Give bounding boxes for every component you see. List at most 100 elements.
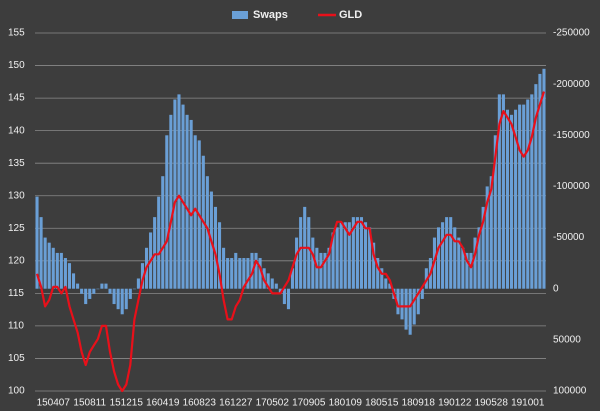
x-tick-label: 150811 <box>73 398 106 409</box>
y2-tick-label: -100000 <box>553 181 590 192</box>
bar <box>331 232 335 289</box>
bar <box>416 288 420 315</box>
bar <box>226 258 230 289</box>
bar <box>290 268 295 289</box>
bar <box>238 258 242 289</box>
y-tick-label: 110 <box>8 321 24 332</box>
bar <box>213 206 218 289</box>
legend-label: GLD <box>339 9 362 21</box>
y2-tick-label: -150000 <box>553 130 590 141</box>
x-tick-label: 170502 <box>256 398 290 409</box>
x-tick-label: 180515 <box>365 398 399 409</box>
bar <box>120 288 124 315</box>
x-tick-label: 150407 <box>37 398 71 409</box>
bar <box>270 278 274 289</box>
bar <box>181 104 185 289</box>
bar <box>230 258 234 289</box>
x-tick-label: 170905 <box>292 398 326 409</box>
bar <box>76 283 80 289</box>
bar <box>124 288 128 310</box>
y-tick-label: 135 <box>8 158 25 169</box>
bar <box>441 222 445 289</box>
bar <box>351 217 355 289</box>
bar <box>242 258 246 289</box>
bar <box>96 288 100 290</box>
bar <box>136 278 140 289</box>
line <box>35 91 546 393</box>
bar <box>108 288 112 294</box>
bar <box>189 119 193 289</box>
bar <box>157 196 161 289</box>
bar <box>282 288 286 305</box>
bar <box>368 227 372 289</box>
bar <box>323 252 327 289</box>
bar <box>388 283 392 289</box>
bar <box>258 258 262 289</box>
x-tick-label: 160419 <box>146 398 180 409</box>
bar <box>92 288 96 294</box>
bar <box>380 268 384 289</box>
bar <box>51 247 55 289</box>
y-tick-label: 130 <box>8 190 25 201</box>
bar <box>71 273 76 289</box>
bar <box>445 217 449 289</box>
bar <box>522 104 526 289</box>
y2-tick-label: 0 <box>553 283 559 294</box>
bar <box>404 288 408 330</box>
y-tick-label: 150 <box>8 60 25 71</box>
bar <box>534 84 538 289</box>
bar <box>311 237 315 289</box>
bar <box>347 222 351 289</box>
bar <box>165 135 169 289</box>
bar <box>217 222 222 289</box>
x-tick-label: 161227 <box>219 398 253 409</box>
bar <box>514 109 518 289</box>
bar <box>88 288 92 299</box>
bar <box>35 196 39 289</box>
bar <box>80 288 84 294</box>
y-tick-label: 145 <box>8 93 25 104</box>
bar <box>266 273 270 289</box>
y-tick-label: 125 <box>8 223 25 234</box>
y2-tick-label: -50000 <box>553 232 585 243</box>
bar <box>153 217 157 289</box>
bar <box>465 252 469 289</box>
y-tick-label: 120 <box>8 255 25 266</box>
x-tick-label: 190122 <box>438 398 472 409</box>
bar <box>355 217 359 289</box>
bar <box>59 252 63 289</box>
bar <box>449 217 453 289</box>
bar <box>526 99 530 289</box>
bar <box>84 288 88 305</box>
bar <box>461 247 465 289</box>
bar <box>363 222 368 289</box>
bar <box>104 283 108 289</box>
y2-tick-label: 50000 <box>553 334 581 345</box>
bar <box>359 217 364 289</box>
bar <box>335 227 339 289</box>
x-tick-label: 151215 <box>110 398 144 409</box>
bar <box>39 217 43 289</box>
bar <box>509 114 514 289</box>
bar <box>128 288 132 299</box>
bar <box>43 237 47 289</box>
legend-label: Swaps <box>253 9 288 21</box>
bar <box>193 135 197 289</box>
bar <box>384 278 388 289</box>
bar <box>372 242 376 289</box>
y2-tick-label: 100000 <box>553 386 587 397</box>
bar <box>505 109 510 289</box>
bar <box>234 252 238 289</box>
y-tick-label: 155 <box>8 28 25 39</box>
bar <box>530 94 534 289</box>
bar <box>481 206 485 289</box>
bar <box>173 99 177 289</box>
bar <box>116 288 120 310</box>
x-tick-label: 160823 <box>183 398 217 409</box>
bar <box>299 217 303 289</box>
bar <box>453 227 457 289</box>
bar <box>67 263 72 289</box>
x-tick-label: 180918 <box>402 398 436 409</box>
bar <box>185 114 189 289</box>
